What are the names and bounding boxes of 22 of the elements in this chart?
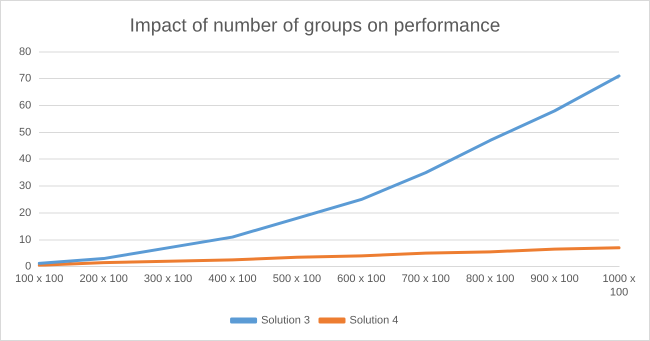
y-tick-label: 70: [18, 72, 32, 85]
x-tick-label: 300 x 100: [144, 273, 192, 286]
y-tick-label: 60: [18, 100, 32, 112]
y-tick-label: 80: [18, 46, 32, 58]
x-tick-label: 100 x 100: [15, 273, 64, 286]
legend-label: Solution 4: [350, 314, 398, 327]
chart-title: Impact of number of groups on performance: [130, 16, 500, 37]
y-tick-label: 10: [18, 234, 32, 246]
y-tick-label: 50: [18, 126, 32, 138]
x-tick-label: 700 x 100: [402, 273, 450, 286]
y-tick-label: 30: [18, 180, 32, 192]
x-tick-label: 800 x 100: [466, 273, 514, 286]
legend-label: Solution 3: [261, 314, 310, 327]
y-tick-label: 0: [25, 260, 32, 273]
y-tick-label: 20: [18, 206, 32, 219]
x-tick-label: 600 x 100: [337, 273, 386, 286]
x-tick-label: 1000 x 100: [602, 273, 636, 298]
x-tick-label: 900 x 100: [530, 273, 579, 286]
x-tick-label: 200 x 100: [79, 273, 128, 286]
y-tick-label: 40: [18, 153, 32, 166]
x-tick-label: 500 x 100: [272, 273, 322, 286]
x-tick-label: 400 x 100: [208, 273, 257, 286]
